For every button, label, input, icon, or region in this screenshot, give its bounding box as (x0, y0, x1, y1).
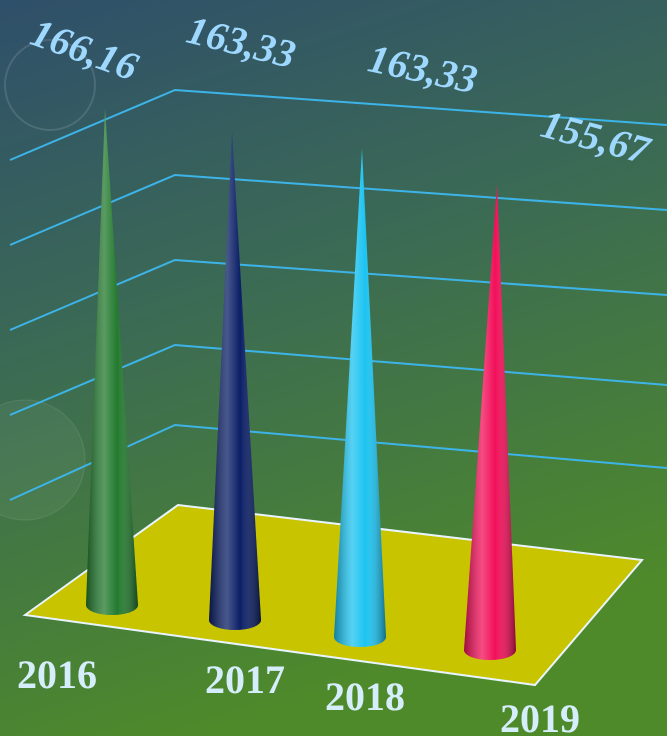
x-tick-label: 2019 (500, 696, 580, 736)
cone (86, 108, 138, 615)
bokeh (0, 399, 86, 521)
x-tick-label: 2017 (205, 657, 285, 702)
cone (334, 148, 386, 647)
cone-shade (334, 148, 386, 647)
cone-shade (464, 184, 516, 661)
cone-shade (86, 108, 138, 615)
x-tick-label: 2018 (325, 674, 405, 719)
grid-line (9, 173, 667, 246)
x-tick-label: 2016 (17, 652, 97, 697)
cone (209, 131, 261, 630)
cone (464, 184, 516, 661)
bokeh (4, 39, 96, 131)
cone-shade (209, 131, 261, 630)
grid-line (9, 88, 667, 161)
grid-line (9, 258, 667, 331)
